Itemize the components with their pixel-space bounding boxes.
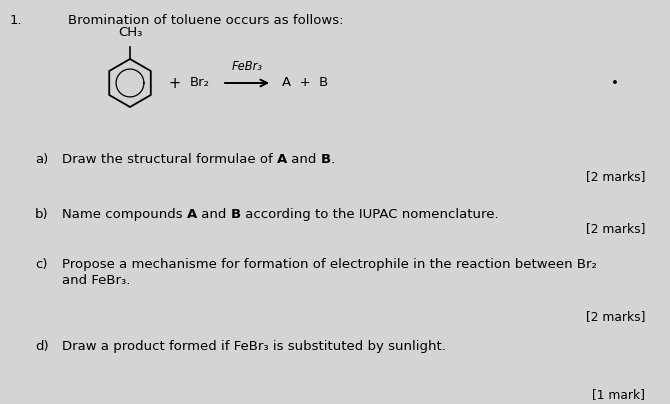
Text: A: A xyxy=(277,153,287,166)
Text: A  +  B: A + B xyxy=(282,76,328,90)
Text: Bromination of toluene occurs as follows:: Bromination of toluene occurs as follows… xyxy=(68,14,344,27)
Text: [1 mark]: [1 mark] xyxy=(592,388,645,401)
Text: FeBr₃: FeBr₃ xyxy=(232,61,263,74)
Text: Name compounds: Name compounds xyxy=(62,208,187,221)
Text: 1.: 1. xyxy=(10,14,23,27)
Text: [2 marks]: [2 marks] xyxy=(586,170,645,183)
Text: •: • xyxy=(611,76,619,90)
Text: a): a) xyxy=(35,153,48,166)
Text: d): d) xyxy=(35,340,49,353)
Text: [2 marks]: [2 marks] xyxy=(586,310,645,323)
Text: [2 marks]: [2 marks] xyxy=(586,222,645,235)
Text: Draw a product formed if FeBr₃ is substituted by sunlight.: Draw a product formed if FeBr₃ is substi… xyxy=(62,340,446,353)
Text: CH₃: CH₃ xyxy=(118,26,142,39)
Text: and: and xyxy=(197,208,230,221)
Text: b): b) xyxy=(35,208,49,221)
Text: +: + xyxy=(169,76,181,90)
Text: B: B xyxy=(230,208,241,221)
Text: Propose a mechanisme for formation of electrophile in the reaction between Br₂: Propose a mechanisme for formation of el… xyxy=(62,258,597,271)
Text: c): c) xyxy=(35,258,48,271)
Text: B: B xyxy=(321,153,331,166)
Text: and: and xyxy=(287,153,321,166)
Text: according to the IUPAC nomenclature.: according to the IUPAC nomenclature. xyxy=(241,208,498,221)
Text: and FeBr₃.: and FeBr₃. xyxy=(62,274,131,287)
Text: Draw the structural formulae of: Draw the structural formulae of xyxy=(62,153,277,166)
Text: .: . xyxy=(331,153,335,166)
Text: Br₂: Br₂ xyxy=(190,76,210,90)
Text: A: A xyxy=(187,208,197,221)
